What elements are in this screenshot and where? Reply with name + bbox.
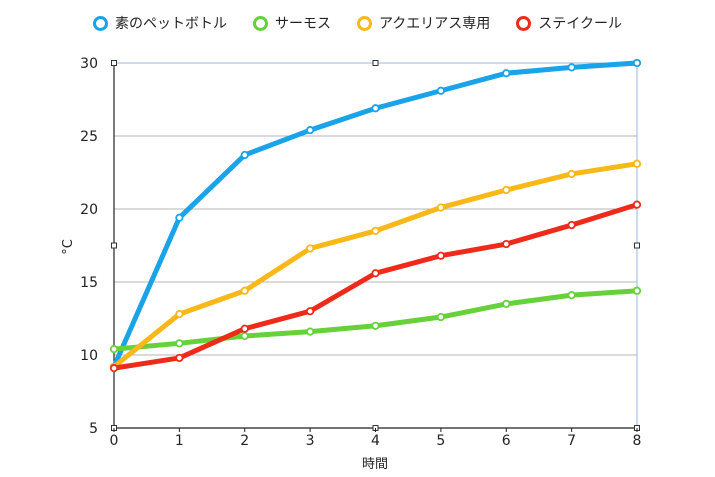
legend-item: サーモス: [252, 13, 331, 33]
y-tick-label: 20: [80, 202, 98, 218]
data-point: [436, 86, 445, 95]
legend-label: サーモス: [274, 16, 331, 32]
data-point: [175, 310, 184, 319]
x-tick-label: 8: [633, 433, 642, 449]
x-tick-label: 2: [240, 433, 249, 449]
x-tick-label: 3: [306, 433, 315, 449]
x-tick-label: 0: [110, 433, 119, 449]
data-point: [109, 345, 119, 354]
data-point: [632, 200, 642, 209]
legend-label: 素のペットボトル: [114, 16, 227, 32]
y-tick-label: 5: [89, 421, 98, 437]
data-point: [306, 244, 315, 253]
selection-handle[interactable]: [111, 242, 117, 249]
data-point: [502, 69, 511, 78]
data-point: [567, 220, 576, 230]
legend-marker-icon: [356, 15, 372, 31]
data-point: [240, 286, 249, 295]
x-tick-label: 5: [436, 433, 445, 449]
data-point: [436, 251, 445, 260]
data-point: [306, 327, 315, 336]
data-point: [502, 299, 511, 308]
legend-item: ステイクール: [516, 13, 622, 33]
data-point: [567, 169, 576, 179]
data-point: [436, 312, 445, 322]
legend-marker-icon: [92, 15, 108, 31]
data-point: [109, 364, 119, 373]
data-point: [502, 185, 511, 195]
data-point: [306, 126, 315, 135]
legend-marker-icon: [252, 15, 268, 31]
data-point: [306, 307, 315, 316]
y-tick-label: 10: [80, 348, 98, 364]
data-point: [240, 150, 249, 160]
data-point: [567, 63, 576, 72]
legend-label: アクエリアス専用: [378, 16, 491, 32]
data-point: [175, 339, 184, 348]
legend-label: ステイクール: [538, 16, 623, 32]
x-tick-label: 4: [371, 433, 380, 449]
chart-legend: 素のペットボトル サーモス アクエリアス専用 ステイクール: [0, 13, 715, 33]
data-point: [371, 104, 380, 113]
selection-handle[interactable]: [372, 60, 379, 66]
legend-item: 素のペットボトル: [92, 13, 227, 33]
series-line-2: [111, 161, 640, 370]
y-tick-label: 30: [80, 56, 98, 72]
x-axis-title: 時間: [362, 457, 388, 472]
data-point: [175, 353, 184, 363]
x-tick-label: 6: [502, 433, 511, 449]
y-tick-label: 15: [80, 275, 98, 291]
data-point: [371, 226, 380, 235]
data-point: [371, 321, 380, 330]
y-axis-title: °C: [61, 239, 76, 255]
legend-marker-icon: [516, 15, 532, 31]
x-tick-label: 1: [175, 433, 184, 449]
series-line-1: [111, 288, 640, 352]
data-point: [436, 203, 445, 212]
data-point: [567, 291, 576, 300]
data-point: [502, 239, 511, 249]
data-point: [240, 331, 249, 341]
legend-item: アクエリアス専用: [356, 13, 491, 33]
data-point: [632, 58, 642, 68]
data-point: [240, 324, 249, 333]
data-point: [632, 159, 642, 168]
data-point: [175, 213, 184, 222]
data-point: [371, 269, 380, 278]
selection-handle[interactable]: [111, 60, 117, 66]
data-point: [632, 286, 642, 295]
x-tick-label: 7: [567, 433, 576, 449]
y-tick-label: 25: [80, 129, 98, 145]
selection-handle[interactable]: [634, 242, 640, 249]
